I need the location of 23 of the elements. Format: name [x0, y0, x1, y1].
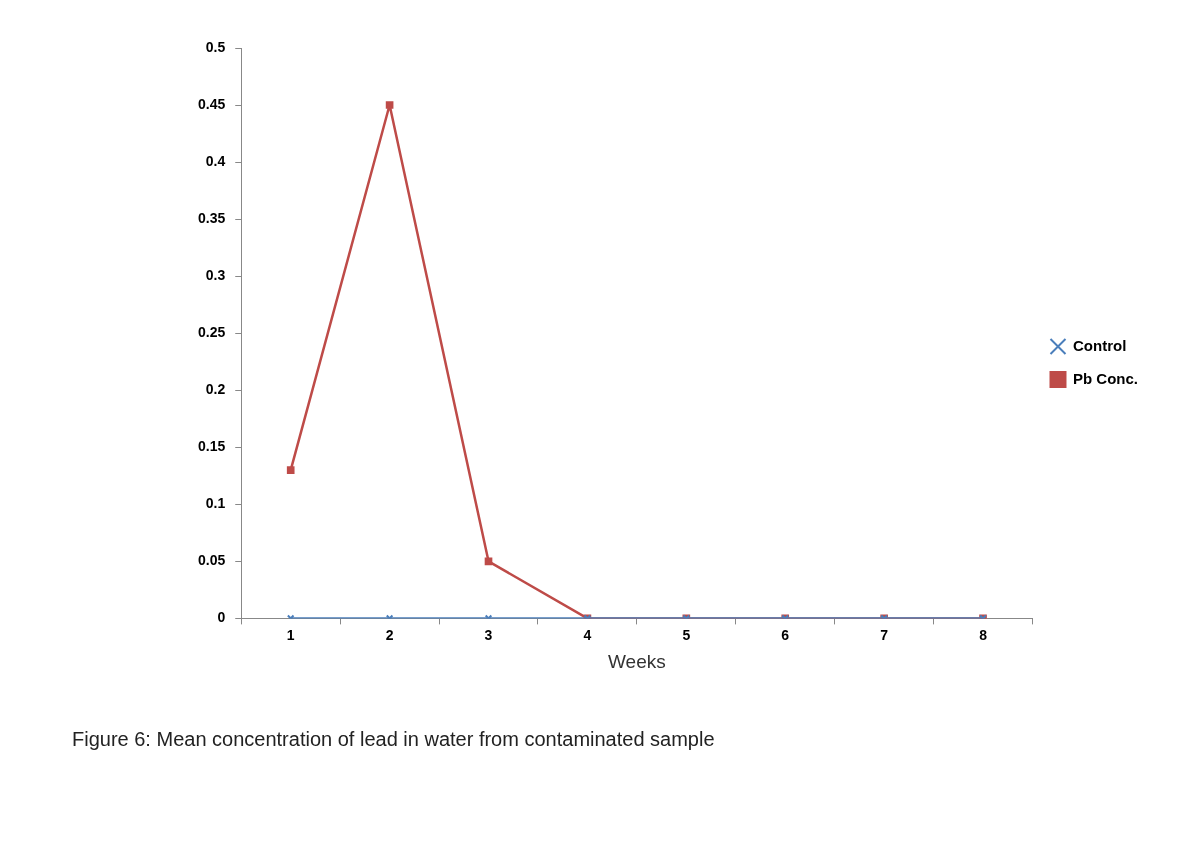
- y-tick-label: 0.4: [205, 152, 226, 169]
- y-tick-label: 0.35: [198, 209, 226, 226]
- y-tick-label: 0.1: [205, 495, 226, 512]
- x-tick-label: 6: [781, 626, 790, 643]
- x-tick-label: 2: [385, 626, 394, 643]
- x-tick-label: 1: [286, 626, 295, 643]
- x-tick-label: 5: [682, 626, 691, 643]
- legend-label: Control: [1073, 336, 1127, 354]
- x-tick-label: 7: [880, 626, 889, 643]
- y-tick-label: 0.45: [198, 95, 226, 112]
- y-tick-label: 0.3: [205, 267, 226, 284]
- y-tick-label: 0.2: [205, 381, 226, 398]
- y-tick-label: 0.25: [198, 324, 226, 341]
- x-axis-title: Weeks: [608, 650, 666, 672]
- y-tick-label: 0: [217, 609, 226, 626]
- y-tick-label: 0.15: [198, 438, 226, 455]
- x-tick-label: 3: [484, 626, 493, 643]
- x-tick-label: 4: [583, 626, 592, 643]
- legend-label: Pb Conc.: [1073, 369, 1139, 387]
- caption: Figure 6: Mean concentration of lead in water from contaminated sample: [72, 728, 716, 751]
- x-tick-label: 8: [979, 626, 988, 643]
- y-tick-label: 0.05: [198, 552, 226, 569]
- y-tick-label: 0.5: [205, 38, 226, 55]
